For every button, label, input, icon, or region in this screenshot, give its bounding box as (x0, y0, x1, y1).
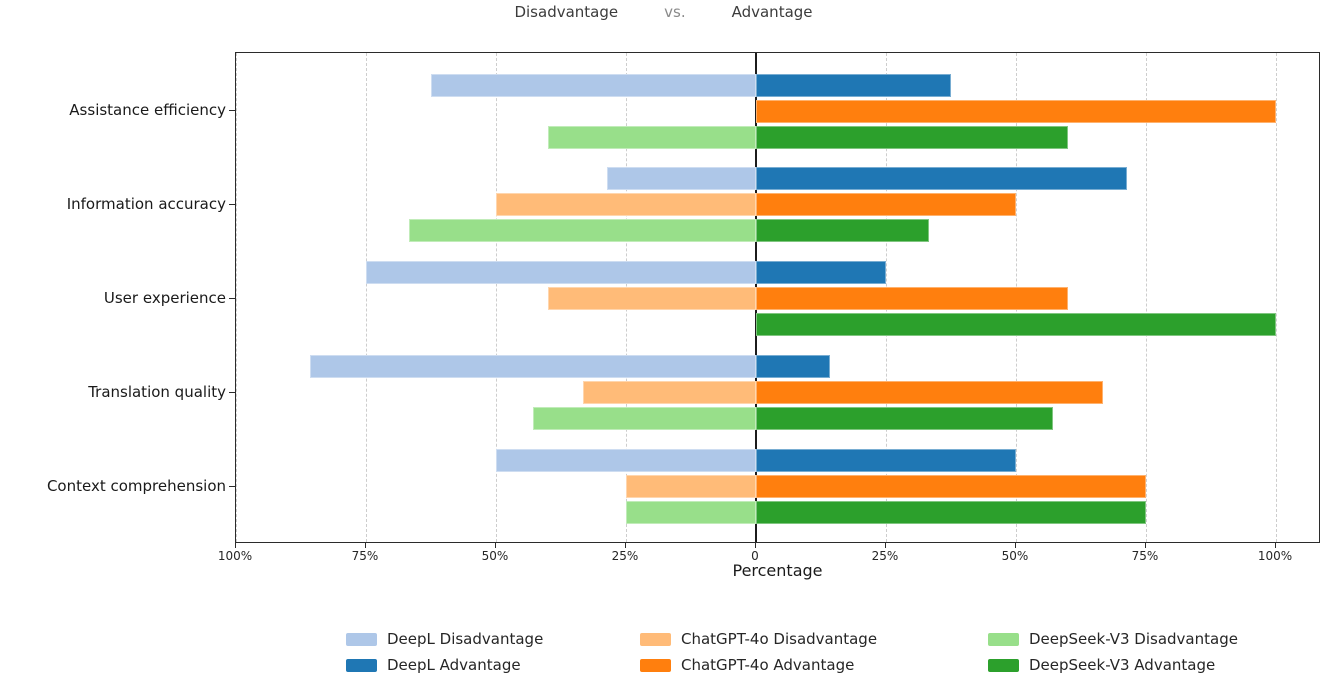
bar-deepl-disadvantage (496, 449, 756, 473)
legend-column-deepseek: DeepSeek-V3 Disadvantage DeepSeek-V3 Adv… (988, 630, 1238, 674)
bar-deepseek-v3-advantage (756, 125, 1068, 149)
bar-deepseek-v3-advantage (756, 407, 1053, 431)
y-axis-tick (229, 485, 235, 487)
gridline (496, 53, 497, 542)
legend-swatch-chatgpt-advantage (640, 658, 671, 672)
x-tick-label: 75% (1131, 549, 1159, 563)
bar-deepl-advantage (756, 167, 1128, 191)
category-label: Information accuracy (66, 194, 226, 213)
plot-area (235, 52, 1320, 543)
bar-deepseek-v3-disadvantage (532, 407, 756, 431)
x-axis-tick (1015, 543, 1016, 548)
category-label: User experience (103, 288, 226, 307)
legend-label: DeepSeek-V3 Disadvantage (1029, 630, 1238, 648)
x-axis-tick (235, 543, 236, 548)
legend-column-deepl: DeepL Disadvantage DeepL Advantage (346, 630, 543, 674)
bar-chatgpt-4o-advantage (756, 381, 1103, 405)
x-tick-label: 75% (351, 549, 379, 563)
bar-deepl-advantage (756, 261, 886, 285)
legend-swatch-deepseek-advantage (988, 658, 1019, 672)
bar-chatgpt-4o-disadvantage (548, 287, 756, 311)
legend-label: ChatGPT-4o Disadvantage (681, 630, 878, 648)
legend-item: ChatGPT-4o Advantage (640, 656, 877, 674)
bar-chatgpt-4o-advantage (756, 99, 1276, 123)
category-label: Translation quality (88, 382, 226, 401)
x-tick-label: 0 (751, 549, 759, 563)
category-label: Assistance efficiency (69, 101, 226, 119)
legend-item: DeepSeek-V3 Disadvantage (988, 630, 1238, 648)
x-tick-label: 25% (611, 549, 639, 563)
x-axis-tick (625, 543, 626, 548)
title-vs: vs. (664, 3, 686, 21)
legend-swatch-deepseek-disadvantage (988, 632, 1019, 646)
y-axis-tick (229, 297, 235, 299)
bar-chatgpt-4o-disadvantage (626, 475, 756, 499)
bar-chatgpt-4o-disadvantage (582, 381, 756, 405)
legend-swatch-chatgpt-disadvantage (640, 632, 671, 646)
title-advantage: Advantage (731, 3, 813, 21)
bar-chatgpt-4o-disadvantage (496, 193, 756, 217)
x-tick-label: 100% (1257, 549, 1293, 563)
x-axis-tick (1275, 543, 1276, 548)
legend-column-chatgpt: ChatGPT-4o Disadvantage ChatGPT-4o Advan… (640, 630, 877, 674)
legend-label: ChatGPT-4o Advantage (681, 656, 855, 674)
legend-item: DeepL Advantage (346, 656, 543, 674)
x-axis-tick (495, 543, 496, 548)
bar-deepl-disadvantage (607, 167, 756, 191)
x-axis-tick (755, 543, 756, 548)
bar-chatgpt-4o-advantage (756, 475, 1146, 499)
bar-deepl-disadvantage (366, 261, 756, 285)
x-axis-tick (365, 543, 366, 548)
bar-chatgpt-4o-advantage (756, 193, 1016, 217)
x-tick-label: 100% (217, 549, 253, 563)
category-label: Context comprehension (46, 476, 226, 495)
gridline (236, 53, 237, 542)
x-axis-tick (1145, 543, 1146, 548)
bar-deepl-disadvantage (310, 355, 756, 379)
bar-deepseek-v3-disadvantage (626, 501, 756, 525)
bar-deepseek-v3-disadvantage (409, 219, 756, 243)
x-tick-label: 25% (871, 549, 899, 563)
chart-title: Disadvantage vs. Advantage (0, 3, 1327, 21)
bar-deepl-advantage (756, 73, 951, 97)
bar-deepl-disadvantage (431, 73, 756, 97)
x-axis-tick (885, 543, 886, 548)
bar-deepseek-v3-advantage (756, 501, 1146, 525)
bar-deepl-advantage (756, 449, 1016, 473)
bar-deepseek-v3-disadvantage (548, 125, 756, 149)
bar-chatgpt-4o-advantage (756, 287, 1068, 311)
bar-deepseek-v3-advantage (756, 313, 1276, 337)
legend-label: DeepSeek-V3 Advantage (1029, 656, 1216, 674)
y-axis-tick (229, 203, 235, 205)
legend-item: DeepL Disadvantage (346, 630, 543, 648)
legend-swatch-deepl-advantage (346, 658, 377, 672)
gridline (366, 53, 367, 542)
legend-swatch-deepl-disadvantage (346, 632, 377, 646)
y-axis-tick (229, 110, 235, 111)
x-axis-label: Percentage (732, 561, 823, 580)
y-axis-tick (229, 391, 235, 393)
legend-item: ChatGPT-4o Disadvantage (640, 630, 877, 648)
legend-label: DeepL Disadvantage (387, 630, 544, 648)
gridline (1146, 53, 1147, 542)
bar-deepseek-v3-advantage (756, 219, 930, 243)
x-tick-label: 50% (481, 549, 509, 563)
legend-item: DeepSeek-V3 Advantage (988, 656, 1238, 674)
gridline (1276, 53, 1277, 542)
title-disadvantage: Disadvantage (514, 3, 619, 21)
legend-label: DeepL Advantage (387, 656, 521, 674)
x-tick-label: 50% (1001, 549, 1029, 563)
bar-deepl-advantage (756, 355, 831, 379)
